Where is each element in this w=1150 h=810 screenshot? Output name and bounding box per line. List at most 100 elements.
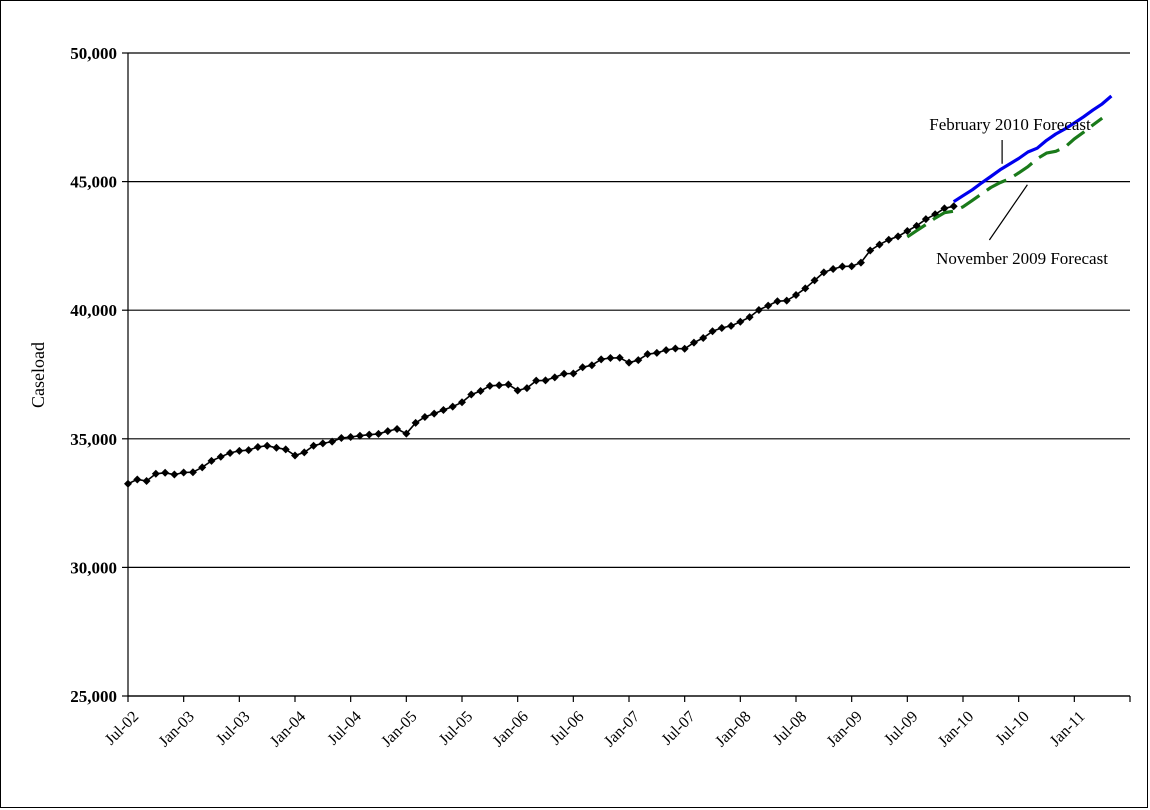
data-point-marker [949, 202, 958, 211]
november-2009-forecast-series [906, 116, 1104, 239]
x-tick-label: Jul-09 [881, 708, 921, 748]
data-point-marker [495, 381, 504, 390]
x-tick-label: Jan-05 [378, 708, 420, 750]
data-point-marker [856, 258, 865, 267]
x-tick-label: Jul-03 [213, 708, 253, 748]
data-point-marker [792, 291, 800, 300]
data-point-marker [625, 358, 633, 367]
data-point-marker [606, 354, 615, 363]
data-point-marker [393, 425, 402, 434]
x-tick-label: Jan-03 [156, 708, 198, 750]
data-point-marker [467, 390, 476, 399]
data-point-marker [652, 348, 661, 357]
data-point-marker [281, 445, 290, 454]
x-tick-label: Jan-11 [1047, 708, 1089, 750]
data-point-marker [476, 386, 485, 395]
data-point-marker [235, 446, 244, 455]
y-tick-label: 35,000 [70, 430, 117, 449]
data-point-marker [244, 446, 253, 455]
data-point-marker [819, 268, 828, 277]
series-group [124, 94, 1113, 488]
data-point-marker [894, 232, 903, 241]
data-point-marker [829, 265, 838, 274]
data-point-marker [615, 353, 624, 362]
data-point-marker [346, 432, 355, 441]
data-point-marker [764, 301, 773, 310]
data-point-marker [161, 468, 170, 477]
data-point-marker [754, 305, 763, 314]
data-point-marker [522, 384, 531, 393]
series-line [127, 205, 954, 485]
x-tick-label: Jan-10 [935, 708, 977, 750]
data-point-marker [810, 276, 819, 285]
data-point-marker [532, 376, 541, 385]
x-tick-label: Jan-09 [824, 708, 866, 750]
data-point-marker [458, 398, 466, 407]
data-point-marker [142, 476, 151, 485]
y-tick-label: 45,000 [70, 173, 117, 192]
data-point-marker [188, 468, 197, 477]
data-point-marker [773, 297, 782, 306]
data-point-marker [940, 204, 949, 213]
data-point-marker [300, 448, 309, 457]
february-2010-forecast-series [952, 94, 1113, 204]
x-tick-label: Jul-06 [547, 708, 587, 748]
data-point-marker [680, 344, 689, 353]
data-point-marker [216, 452, 225, 461]
data-point-marker [708, 327, 717, 336]
data-point-marker [151, 469, 160, 478]
data-point-marker [560, 369, 569, 378]
data-point-marker [430, 409, 439, 418]
november-forecast-leader-line [988, 184, 1028, 241]
data-point-marker [411, 418, 420, 427]
data-point-marker [884, 235, 893, 244]
data-point-marker [634, 356, 643, 365]
annotations: February 2010 Forecast November 2009 Fore… [929, 115, 1108, 268]
gridlines [128, 52, 1130, 697]
data-point-marker [662, 346, 671, 355]
x-tick-label: Jul-10 [993, 708, 1033, 748]
data-point-marker [272, 443, 281, 452]
x-tick-label: Jan-07 [601, 708, 643, 750]
data-point-marker [597, 355, 606, 364]
data-point-marker [485, 381, 494, 390]
data-point-marker [402, 429, 411, 438]
data-point-marker [745, 313, 754, 322]
data-point-marker [541, 376, 550, 385]
x-tick-label: Jan-08 [712, 708, 754, 750]
data-point-marker [198, 463, 207, 472]
y-tick-label: 30,000 [70, 558, 117, 577]
x-tick-label: Jul-04 [325, 708, 365, 748]
data-point-marker [263, 441, 272, 450]
data-point-marker [838, 262, 847, 271]
data-point-marker [504, 380, 513, 389]
data-point-marker [587, 361, 596, 370]
data-point-marker [727, 321, 736, 330]
data-point-marker [383, 427, 392, 436]
data-point-marker [866, 246, 875, 255]
actual-caseload-series [124, 202, 958, 488]
y-tick-label: 40,000 [70, 301, 117, 320]
data-point-marker [207, 456, 216, 465]
data-point-marker [671, 344, 680, 353]
y-axis-label: Caseload [28, 342, 48, 408]
data-point-marker [513, 386, 522, 395]
february-forecast-label: February 2010 Forecast [929, 115, 1091, 134]
data-point-marker [801, 284, 810, 293]
data-point-marker [179, 468, 188, 477]
data-point-marker [699, 333, 708, 342]
data-point-marker [448, 402, 457, 411]
data-point-marker [875, 240, 884, 249]
november-forecast-label: November 2009 Forecast [936, 249, 1108, 268]
data-point-marker [355, 431, 364, 440]
data-point-marker [170, 470, 179, 479]
x-tick-label: Jan-06 [490, 708, 532, 750]
data-point-marker [124, 479, 132, 488]
data-point-marker [578, 363, 587, 372]
data-point-marker [736, 317, 745, 326]
data-point-marker [782, 296, 791, 305]
data-point-marker [420, 412, 429, 421]
x-tick-label: Jul-08 [770, 708, 810, 748]
